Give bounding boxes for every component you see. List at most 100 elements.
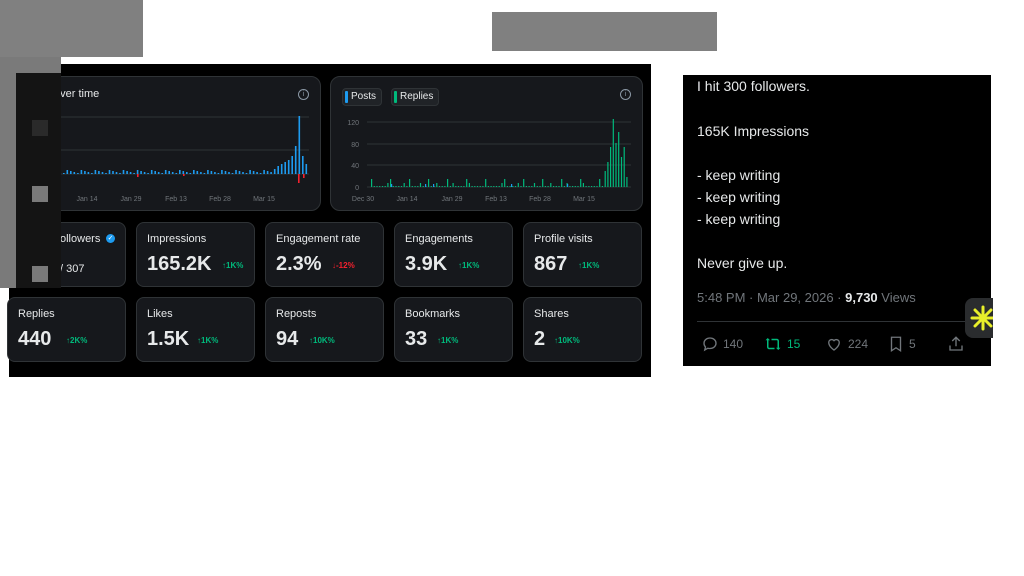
asterisk-icon — [970, 305, 996, 331]
impressions-bar — [263, 170, 265, 174]
bookmark-icon — [890, 336, 902, 353]
card-engagements[interactable]: Engagements 3.9K ↑1K% — [394, 222, 513, 287]
impressions-bar — [294, 146, 297, 174]
replies-bar — [604, 171, 606, 187]
impressions-bar — [70, 171, 72, 174]
like-button[interactable]: 224 — [824, 334, 868, 354]
replies-bar — [528, 186, 530, 187]
impressions-bar — [280, 164, 283, 174]
impressions-bar — [302, 156, 304, 174]
impressions-bar — [196, 171, 199, 174]
impressions-bar — [171, 172, 174, 174]
card-impressions[interactable]: Impressions 165.2K ↑1K% — [136, 222, 255, 287]
replies-bar — [400, 186, 403, 187]
replies-bar — [531, 186, 533, 187]
impressions-bar — [129, 172, 132, 174]
tweet-card[interactable]: I hit 300 followers. 165K Impressions - … — [683, 75, 991, 366]
replies-bar — [572, 186, 574, 187]
x-tick-label: Jan 29 — [120, 196, 141, 203]
replies-bar — [395, 186, 397, 187]
chart-title: over time — [54, 88, 100, 100]
share-button[interactable] — [947, 334, 965, 354]
impressions-bar — [231, 173, 234, 174]
replies-bar — [392, 186, 394, 187]
card-value: 165.2K — [147, 253, 212, 275]
redacted-block — [16, 73, 61, 288]
card-reposts[interactable]: Reposts 94 ↑10K% — [265, 297, 384, 362]
legend-posts[interactable]: Posts — [342, 88, 383, 106]
replies-bar — [569, 186, 571, 187]
replies-bar — [414, 186, 416, 187]
replies-bar — [403, 183, 405, 187]
replies-bar — [610, 147, 612, 187]
replies-bar — [447, 179, 449, 187]
repost-button[interactable]: 15 — [763, 334, 800, 354]
floating-badge[interactable] — [965, 298, 996, 338]
posts-replies-chart-svg: 120 80 40 0 Dec 30 Jan 14 Jan 29 Feb 13 Feb 28 M… — [347, 119, 631, 203]
impressions-bar — [214, 172, 216, 174]
legend-replies[interactable]: Replies — [391, 88, 440, 106]
impressions-bar — [84, 171, 86, 174]
card-value: 1.5K — [147, 328, 190, 350]
tweet-timestamp[interactable]: 5:48 PM · Mar 29, 2026 · — [697, 290, 846, 305]
card-replies[interactable]: Replies 440 ↑2K% — [7, 297, 126, 362]
posts-bar — [567, 184, 569, 187]
x-tick-label: Feb 28 — [529, 196, 551, 203]
y-tick-label: 40 — [351, 163, 359, 170]
card-value: 33 — [405, 328, 428, 350]
replies-bar — [460, 186, 462, 187]
replies-bar — [398, 186, 400, 187]
heart-icon — [828, 338, 840, 351]
impressions-bar — [147, 173, 149, 174]
replies-bar — [379, 186, 381, 187]
replies-bar — [504, 179, 506, 187]
impressions-bar — [161, 173, 163, 174]
impressions-negative-bar — [298, 174, 300, 183]
impressions-bar — [108, 170, 111, 174]
replies-bar — [599, 179, 601, 187]
info-icon[interactable]: i — [298, 89, 309, 100]
card-label: Replies — [18, 308, 55, 320]
bookmark-button[interactable]: 5 — [887, 334, 916, 354]
tweet-text-line: 165K Impressions — [697, 123, 810, 139]
card-likes[interactable]: Likes 1.5K ↑1K% — [136, 297, 255, 362]
posts-bar — [391, 184, 393, 187]
tweet-views-label: Views — [877, 290, 916, 305]
impressions-bar — [179, 170, 181, 174]
impressions-bar — [133, 173, 135, 174]
info-icon[interactable]: i — [620, 89, 631, 100]
impressions-bar — [287, 160, 290, 174]
y-tick-label: 0 — [355, 185, 359, 192]
card-change: ↑1K% — [578, 261, 600, 270]
impressions-bar — [217, 173, 220, 174]
card-change: ↑1K% — [197, 336, 219, 345]
card-change: ↑1K% — [222, 261, 244, 270]
impressions-bar — [228, 172, 230, 174]
replies-bar — [577, 186, 579, 187]
reply-icon — [703, 337, 717, 352]
card-engagement-rate[interactable]: Engagement rate 2.3% ↓-12% — [265, 222, 384, 287]
replies-bar — [457, 186, 460, 187]
replies-bar — [561, 179, 563, 187]
card-shares[interactable]: Shares 2 ↑10K% — [523, 297, 642, 362]
replies-bar — [384, 186, 386, 187]
card-value: 440 — [18, 328, 52, 350]
card-value: / 307 — [60, 263, 85, 275]
card-change: ↑2K% — [66, 336, 88, 345]
reply-button[interactable]: 140 — [701, 334, 743, 354]
card-value: 2 — [534, 328, 546, 350]
replies-bar — [498, 186, 500, 187]
replies-bar — [417, 186, 419, 187]
tweet-text-line: - keep writing — [697, 167, 781, 183]
replies-bar — [490, 186, 492, 187]
impressions-bar — [115, 172, 118, 174]
impressions-bar — [235, 170, 237, 174]
replies-bar — [574, 186, 576, 187]
replies-bar — [376, 186, 378, 187]
impressions-bar — [157, 172, 160, 174]
card-bookmarks[interactable]: Bookmarks 33 ↑1K% — [394, 297, 513, 362]
impressions-bar — [112, 171, 114, 174]
replies-bar — [588, 186, 590, 187]
impressions-bar — [221, 170, 223, 174]
card-profile-visits[interactable]: Profile visits 867 ↑1K% — [523, 222, 642, 287]
